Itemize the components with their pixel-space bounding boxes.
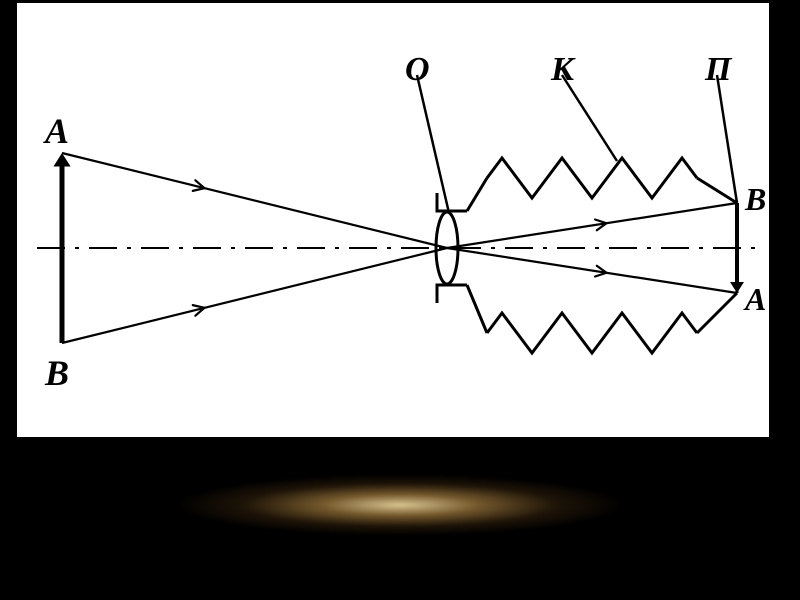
label-screen: П	[705, 53, 731, 87]
optics-diagram	[17, 3, 775, 443]
label-image-top: В	[745, 183, 766, 215]
label-bellows: К	[551, 53, 574, 87]
stage: А В О К П В 1 А 1	[0, 0, 800, 600]
label-lens: О	[405, 53, 430, 87]
label-object-bottom: В	[45, 355, 69, 391]
label-image-top-sub: 1	[771, 199, 781, 219]
stage-glow	[180, 475, 620, 535]
label-object-top: А	[45, 113, 69, 149]
label-image-bottom-sub: 1	[775, 299, 785, 319]
label-image-bottom: А	[745, 283, 766, 315]
diagram-panel: А В О К П В 1 А 1	[14, 0, 772, 440]
